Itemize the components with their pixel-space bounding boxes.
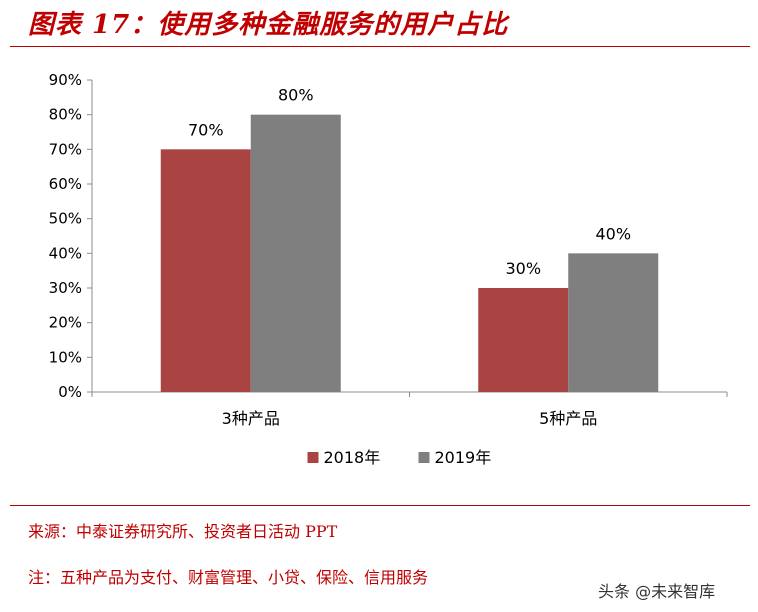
- footer-divider: [10, 505, 750, 506]
- bar-1-0: [250, 114, 341, 393]
- legend-swatch-1: [418, 452, 430, 463]
- legend-label-1: 2019年: [435, 448, 492, 467]
- y-tick-label: 10%: [49, 348, 82, 366]
- y-tick-label: 90%: [49, 71, 82, 89]
- y-tick-label: 40%: [49, 244, 82, 262]
- data-label: 30%: [505, 259, 541, 278]
- title-divider: [10, 46, 750, 47]
- chart-title: 图表 17：使用多种金融服务的用户占比: [28, 10, 509, 40]
- legend-label-0: 2018年: [324, 448, 381, 467]
- y-tick-label: 70%: [49, 140, 82, 158]
- data-label: 40%: [595, 224, 631, 243]
- watermark: 头条 @未来智库: [598, 582, 716, 601]
- footnote: 注：五种产品为支付、财富管理、小贷、保险、信用服务: [28, 568, 429, 587]
- bar-1-1: [568, 253, 659, 392]
- bar-chart: 0% 10% 20% 30% 40% 50% 60% 70% 80% 90% 70% 80% 3种产品 3…: [49, 71, 728, 467]
- category-label: 5种产品: [539, 409, 597, 428]
- bar-0-1: [478, 288, 569, 392]
- legend-swatch-0: [307, 452, 319, 463]
- y-tick-label: 20%: [49, 314, 82, 332]
- y-tick-label: 50%: [49, 210, 82, 228]
- y-tick-label: 30%: [49, 279, 82, 297]
- data-label: 70%: [188, 120, 224, 139]
- bar-0-0: [160, 149, 251, 392]
- data-label: 80%: [278, 86, 314, 105]
- y-tick-label: 80%: [49, 106, 82, 124]
- y-tick-label: 0%: [58, 383, 82, 401]
- category-label: 3种产品: [222, 409, 280, 428]
- source-note: 来源：中泰证券研究所、投资者日活动 PPT: [28, 522, 338, 541]
- y-tick-label: 60%: [49, 175, 82, 193]
